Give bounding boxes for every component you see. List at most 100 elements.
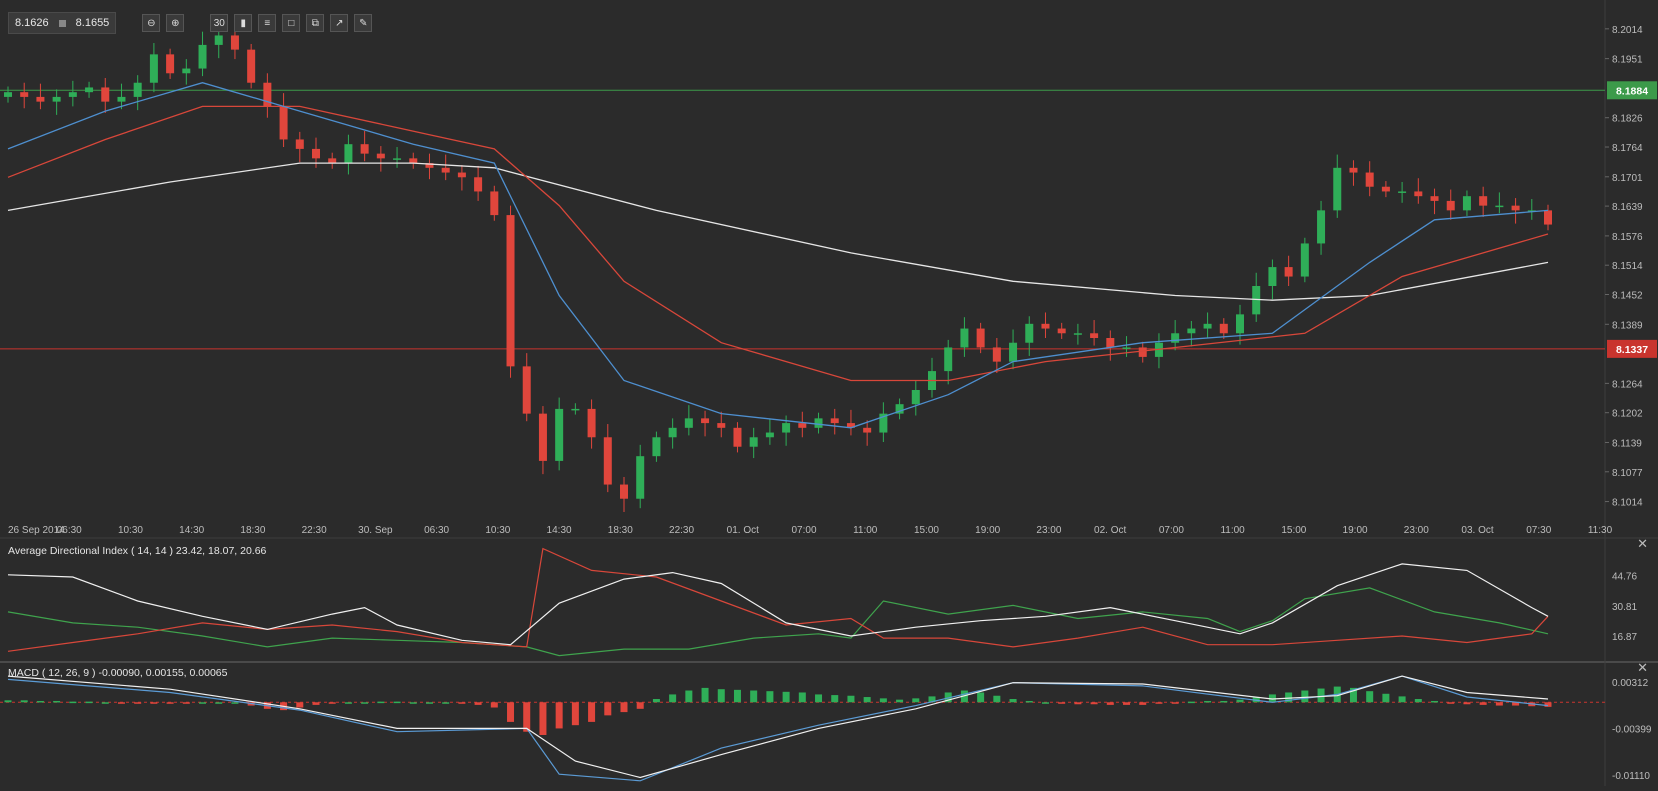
candle-body[interactable] [425,163,434,168]
candle-body[interactable] [636,456,645,499]
candle-body[interactable] [846,423,855,428]
candle-body[interactable] [830,418,839,424]
candle-body[interactable] [798,423,807,428]
candle-body[interactable] [1544,210,1552,225]
candle-body[interactable] [20,92,29,97]
candle-body[interactable] [182,68,191,74]
candle-body[interactable] [1009,342,1018,362]
candle-body[interactable] [976,328,985,348]
candle-body[interactable] [1057,328,1066,334]
candle-body[interactable] [684,418,693,428]
candle-body[interactable] [409,158,418,164]
candle-body[interactable] [1236,314,1244,334]
candle-body[interactable] [36,96,45,102]
candle-body[interactable] [895,404,904,414]
candle-body[interactable] [1365,172,1374,187]
candle-body[interactable] [344,144,353,164]
candle-body[interactable] [911,390,920,405]
candle-body[interactable] [117,96,126,102]
candle-body[interactable] [1203,323,1212,329]
candle-body[interactable] [1333,167,1342,211]
candle-body[interactable] [1284,267,1293,277]
candle-body[interactable] [457,172,466,178]
candle-body[interactable] [68,92,77,97]
candle-body[interactable] [1090,333,1099,338]
candle-body[interactable] [376,153,385,159]
candle-body[interactable] [506,215,515,367]
candle-body[interactable] [522,366,531,414]
zoom-out-icon[interactable]: ⊖ [142,14,161,32]
candle-body[interactable] [360,144,369,154]
candle-body[interactable] [1381,186,1390,192]
candle-body[interactable] [1041,323,1050,329]
candle-body[interactable] [587,408,596,438]
candle-body[interactable] [1138,347,1147,357]
candle-body[interactable] [198,44,207,69]
chart-type-icon[interactable]: □ [282,14,301,32]
candle-body[interactable] [1300,243,1309,277]
candle-body[interactable] [863,427,872,433]
candle-body[interactable] [214,35,223,45]
candle-body[interactable] [474,177,483,192]
candle-body[interactable] [555,408,564,461]
candle-body[interactable] [52,96,61,102]
candle-body[interactable] [1187,328,1196,334]
candles-icon[interactable]: ▮ [234,14,253,32]
timeframe-button[interactable]: 30 [210,14,229,32]
candle-body[interactable] [1414,191,1423,197]
candle-body[interactable] [1398,191,1407,193]
candle-body[interactable] [717,423,726,428]
candle-body[interactable] [1495,205,1504,208]
candle-body[interactable] [279,106,288,140]
candle-body[interactable] [101,87,110,102]
candle-body[interactable] [620,484,628,499]
candle-body[interactable] [312,148,320,159]
candle-body[interactable] [263,82,272,107]
candle-body[interactable] [1025,323,1034,343]
candle-body[interactable] [944,347,953,372]
candle-body[interactable] [1317,210,1326,244]
candle-body[interactable] [814,418,823,428]
candle-body[interactable] [1511,205,1520,211]
candle-body[interactable] [1446,200,1455,211]
candle-body[interactable] [393,158,402,160]
candle-body[interactable] [490,191,499,216]
candle-body[interactable] [571,408,580,411]
candle-body[interactable] [149,54,158,83]
candle-body[interactable] [1171,333,1180,343]
candle-body[interactable] [879,413,888,433]
candle-body[interactable] [668,427,677,438]
candle-body[interactable] [1268,267,1277,286]
candle-body[interactable] [782,423,791,433]
candle-body[interactable] [749,437,758,447]
candle-body[interactable] [230,35,239,50]
candle-body[interactable] [1430,196,1439,201]
candle-body[interactable] [1349,167,1358,173]
candle-body[interactable] [701,418,710,424]
draw-icon[interactable]: ↗ [330,14,349,32]
candle-body[interactable] [133,82,142,97]
candle-body[interactable] [538,413,547,461]
candle-body[interactable] [1479,196,1488,206]
candle-body[interactable] [166,54,175,74]
close-adx-icon[interactable]: ✕ [1637,536,1648,551]
zoom-in-icon[interactable]: ⊕ [166,14,185,32]
candle-body[interactable] [603,437,612,485]
candle-body[interactable] [1252,286,1261,315]
candle-body[interactable] [247,49,256,83]
candle-body[interactable] [1073,333,1082,335]
candle-body[interactable] [960,328,969,348]
candle-body[interactable] [1122,347,1131,349]
candle-body[interactable] [1219,323,1228,334]
close-macd-icon[interactable]: ✕ [1637,660,1648,675]
candle-body[interactable] [4,92,12,97]
candle-body[interactable] [441,167,450,173]
indicators-icon[interactable]: ≡ [258,14,277,32]
candle-body[interactable] [992,347,1001,362]
candle-body[interactable] [652,437,661,457]
candle-body[interactable] [1106,338,1115,348]
candle-body[interactable] [85,87,94,93]
candle-body[interactable] [295,139,304,149]
